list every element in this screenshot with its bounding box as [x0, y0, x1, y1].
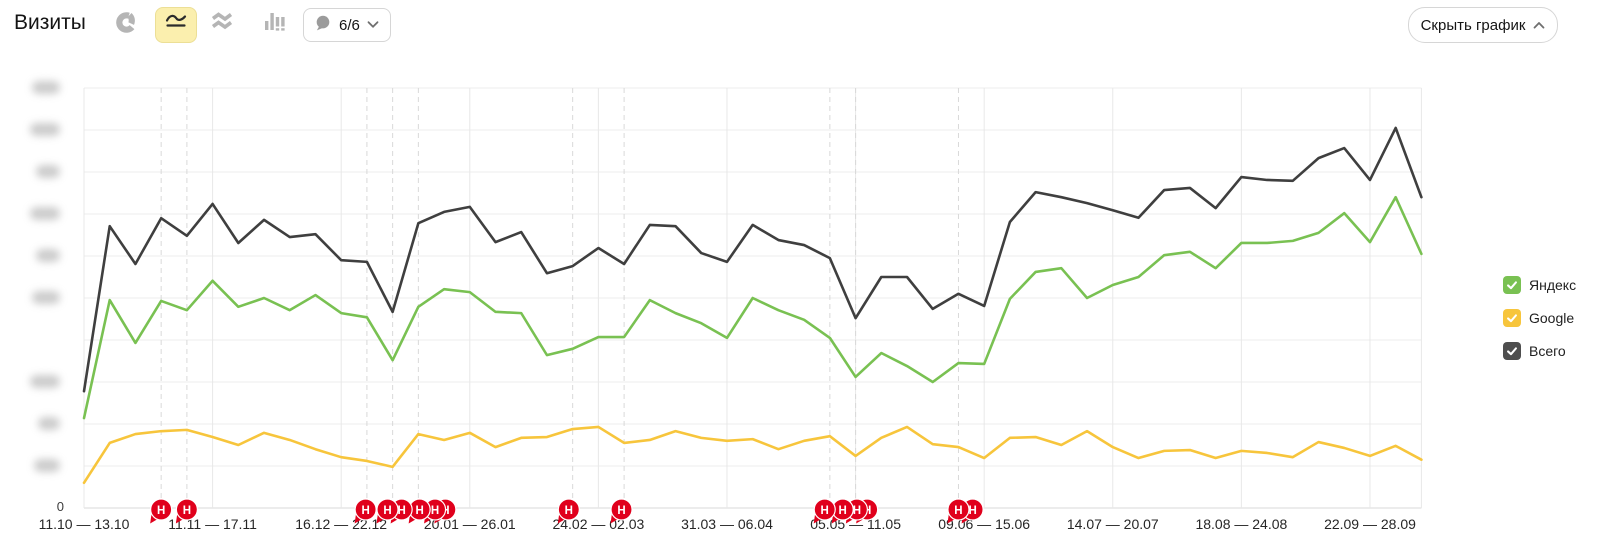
- annotation-marker[interactable]: H: [376, 498, 399, 524]
- x-axis-label: 31.03 — 06.04: [681, 516, 773, 532]
- annotation-marker[interactable]: H: [813, 498, 836, 524]
- legend-checkbox: [1503, 309, 1521, 327]
- legend: Яндекс Google Всего: [1503, 276, 1576, 375]
- annotation-marker[interactable]: H: [557, 498, 580, 524]
- svg-text:H: H: [383, 505, 391, 517]
- svg-text:H: H: [361, 505, 369, 517]
- comments-dropdown[interactable]: 6/6: [303, 8, 391, 42]
- x-axis-label: 14.07 — 20.07: [1066, 516, 1159, 532]
- y-axis-tick-blurred: [30, 375, 60, 388]
- line-chart-icon: [164, 11, 188, 40]
- comments-count: 6/6: [339, 16, 360, 34]
- speech-bubble-icon: [314, 14, 332, 37]
- chevron-down-icon: [367, 16, 379, 34]
- annotation-marker[interactable]: H: [947, 498, 970, 524]
- svg-text:H: H: [565, 505, 573, 517]
- hide-chart-button[interactable]: Скрыть график: [1408, 7, 1558, 43]
- svg-text:H: H: [821, 505, 829, 517]
- annotation-marker[interactable]: H: [150, 498, 173, 524]
- legend-item-total[interactable]: Всего: [1503, 342, 1576, 360]
- series-line-1: [82, 425, 1423, 485]
- svg-text:H: H: [954, 505, 962, 517]
- series-line-2: [82, 126, 1423, 393]
- bar-chart-icon: [262, 10, 286, 39]
- y-axis-tick-blurred: [30, 123, 60, 136]
- svg-text:H: H: [853, 505, 861, 517]
- svg-text:H: H: [617, 505, 625, 517]
- y-axis-tick-blurred: [38, 417, 60, 430]
- legend-label: Яндекс: [1529, 277, 1577, 293]
- chart-type-bars-button[interactable]: [254, 7, 294, 41]
- annotation-marker[interactable]: H: [354, 498, 377, 524]
- svg-text:H: H: [968, 505, 976, 517]
- svg-text:H: H: [839, 505, 847, 517]
- legend-label: Всего: [1529, 343, 1566, 359]
- legend-item-yandex[interactable]: Яндекс: [1503, 276, 1576, 294]
- y-axis: 0: [0, 0, 64, 548]
- svg-text:H: H: [397, 505, 405, 517]
- stacked-area-icon: [210, 10, 234, 39]
- chart-type-pie-button[interactable]: [106, 7, 146, 41]
- svg-text:H: H: [431, 505, 439, 517]
- y-axis-tick-blurred: [32, 291, 60, 304]
- legend-checkbox: [1503, 276, 1521, 294]
- legend-item-google[interactable]: Google: [1503, 309, 1576, 327]
- hide-chart-label: Скрыть график: [1420, 16, 1526, 34]
- chart-type-line-button[interactable]: [155, 7, 197, 43]
- chart-type-area-button[interactable]: [202, 7, 242, 41]
- x-axis-label: 18.08 — 24.08: [1195, 516, 1288, 532]
- annotation-marker[interactable]: H: [610, 498, 633, 524]
- y-axis-tick-blurred: [36, 165, 60, 178]
- chevron-up-icon: [1533, 17, 1545, 34]
- svg-text:H: H: [157, 505, 165, 517]
- x-axis-label: 11.10 — 13.10: [38, 516, 130, 532]
- series-line-0: [82, 195, 1423, 420]
- y-axis-zero-label: 0: [56, 499, 64, 514]
- legend-label: Google: [1529, 310, 1575, 326]
- svg-text:H: H: [415, 505, 423, 517]
- y-axis-tick-blurred: [36, 249, 60, 262]
- y-axis-tick-blurred: [34, 459, 60, 472]
- legend-checkbox: [1503, 342, 1521, 360]
- pie-chart-icon: [114, 9, 138, 39]
- y-axis-tick-blurred: [30, 207, 60, 220]
- page-title: Визиты: [14, 11, 86, 34]
- y-axis-tick-blurred: [32, 81, 60, 94]
- annotation-marker[interactable]: H: [175, 498, 198, 524]
- svg-text:H: H: [183, 505, 191, 517]
- annotation-marker[interactable]: H: [831, 498, 854, 524]
- x-axis-label: 22.09 — 28.09: [1324, 516, 1416, 532]
